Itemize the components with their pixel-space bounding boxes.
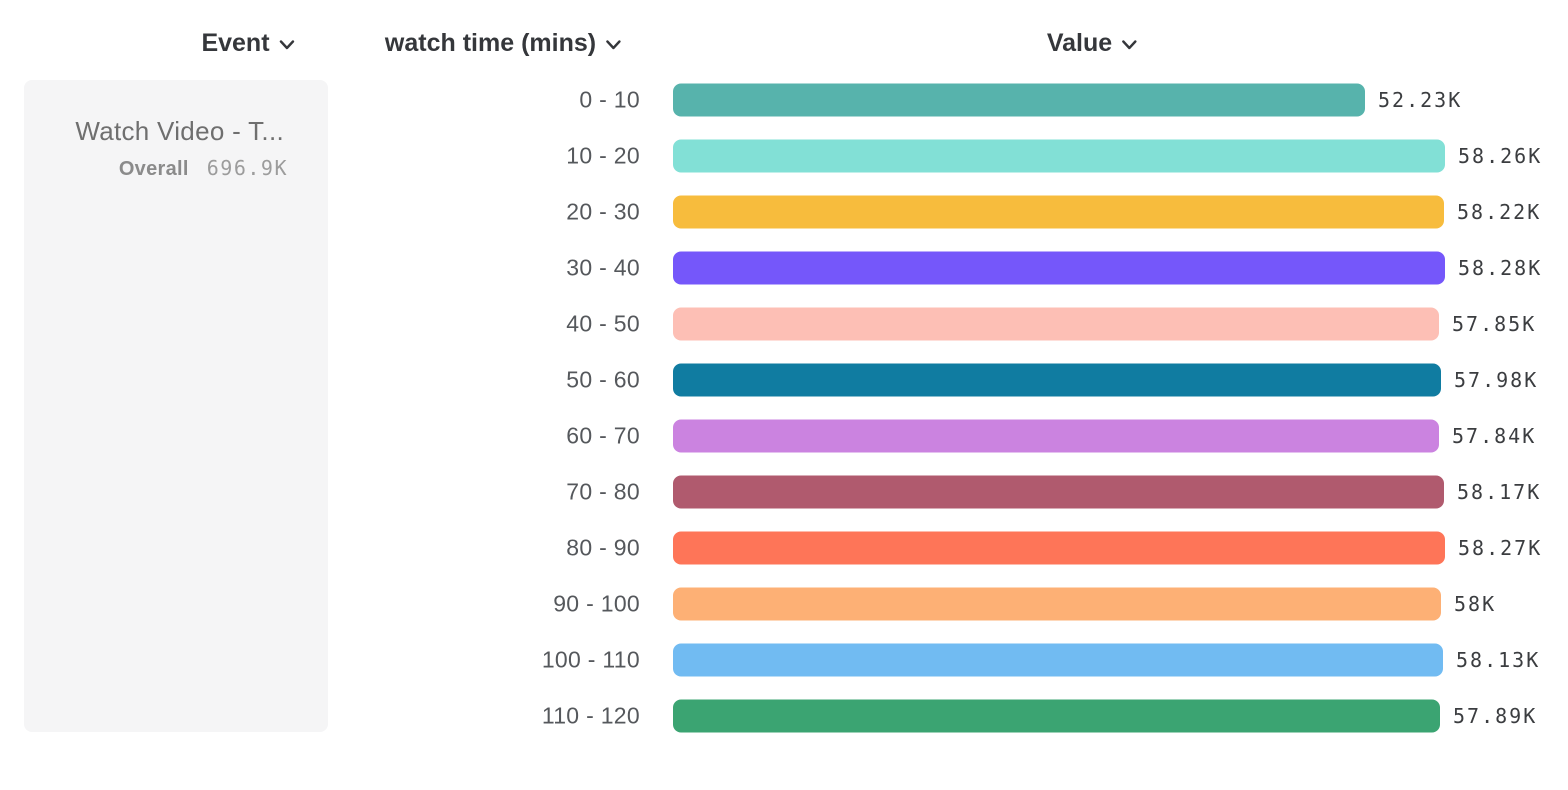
bar[interactable] [673,587,1441,621]
event-card-title: Watch Video - T... [75,116,284,146]
event-column-label: Event [201,28,270,57]
bar-row: 80 - 90 58.27K [0,520,1568,576]
event-card-overall-row: Overall 696.9K [119,156,288,181]
category-label: 40 - 50 [566,310,640,337]
value-label: 58.28K [1458,256,1543,280]
category-label: 80 - 90 [566,534,640,561]
bar[interactable] [673,251,1445,285]
event-column-dropdown[interactable]: Event [201,27,295,59]
bar[interactable] [673,139,1445,173]
value-label: 58.13K [1456,648,1541,672]
category-label: 50 - 60 [566,366,640,393]
category-label: 30 - 40 [566,254,640,281]
bar-row: 0 - 10 52.23K [0,72,1568,128]
bar-row: 40 - 50 57.85K [0,296,1568,352]
bar-row: 10 - 20 58.26K [0,128,1568,184]
bar-row: 90 - 100 58K [0,576,1568,632]
bar[interactable] [673,699,1440,733]
value-column-label: Value [1046,28,1113,57]
value-label: 57.84K [1452,424,1537,448]
category-label: 60 - 70 [566,422,640,449]
chevron-down-icon [606,40,621,50]
value-label: 58.17K [1457,480,1542,504]
category-label: 100 - 110 [541,646,640,673]
bar-row: 20 - 30 58.22K [0,184,1568,240]
chevron-down-icon [279,40,295,50]
bar[interactable] [673,643,1443,677]
value-label: 57.85K [1452,312,1537,336]
bar[interactable] [673,419,1439,453]
value-label: 58.27K [1458,536,1543,560]
category-label: 90 - 100 [553,590,640,617]
bar-row: 60 - 70 57.84K [0,408,1568,464]
bar-row: 110 - 120 57.89K [0,688,1568,744]
overall-label: Overall [118,158,189,180]
category-label: 20 - 30 [566,198,640,225]
bar[interactable] [673,363,1441,397]
breakdown-column-dropdown[interactable]: watch time (mins) [385,27,621,59]
bar-row: 70 - 80 58.17K [0,464,1568,520]
category-label: 110 - 120 [541,702,640,729]
value-label: 58.26K [1458,144,1543,168]
value-label: 58.22K [1457,200,1542,224]
event-card[interactable]: Watch Video - T... Overall 696.9K [24,80,328,732]
value-label: 57.98K [1454,368,1539,392]
chevron-down-icon [1122,40,1137,50]
bar-row: 30 - 40 58.28K [0,240,1568,296]
value-label: 58K [1454,592,1497,616]
bar[interactable] [673,531,1445,565]
bar[interactable] [673,307,1439,341]
category-label: 70 - 80 [566,478,640,505]
value-column-dropdown[interactable]: Value [1047,27,1137,59]
bar-row: 50 - 60 57.98K [0,352,1568,408]
bar[interactable] [673,475,1444,509]
bar-row: 100 - 110 58.13K [0,632,1568,688]
bar[interactable] [673,83,1365,117]
breakdown-column-label: watch time (mins) [384,28,597,57]
overall-value: 696.9K [206,156,288,180]
bar[interactable] [673,195,1444,229]
value-label: 57.89K [1453,704,1538,728]
category-label: 10 - 20 [566,142,640,169]
value-label: 52.23K [1378,88,1463,112]
category-label: 0 - 10 [579,86,640,113]
